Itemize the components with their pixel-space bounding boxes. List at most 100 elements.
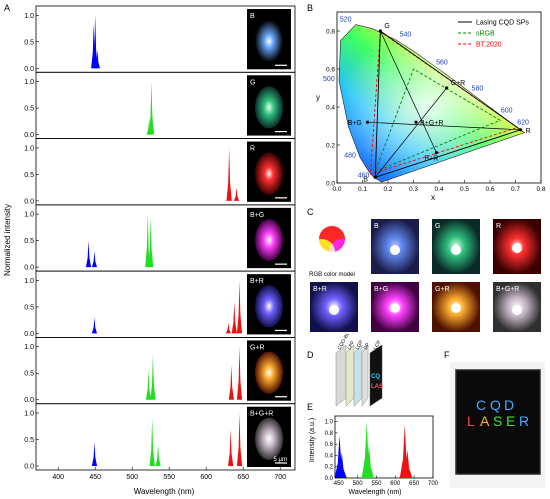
rgb-color-model: RGB color model	[309, 226, 355, 278]
y-tick-label: 0.5	[24, 39, 34, 46]
spectral-peak	[91, 251, 98, 268]
y-tick-label: 1.0	[24, 411, 34, 418]
spectral-peak	[148, 216, 154, 268]
spectrum-subplot-g-r: 0.0 0.5 1.0 G+R	[24, 337, 296, 404]
rgb-model-green-circle	[309, 239, 335, 265]
display-letter-a: A	[480, 413, 490, 429]
spectral-peak	[236, 280, 243, 334]
wavelength-label: 580	[472, 85, 484, 92]
y-tick-label: 0.0	[24, 66, 34, 73]
y-tick-label: 0.5	[24, 106, 34, 113]
spectral-peak	[94, 49, 101, 69]
wavelength-label: 600	[501, 107, 513, 114]
inset-label: G	[250, 79, 255, 86]
y-tick-label: 0.0	[24, 464, 34, 471]
spectral-peak	[402, 449, 413, 478]
x-tick-label: 0.0	[332, 186, 341, 193]
spectral-peak	[228, 428, 234, 466]
x-tick-label: 700	[274, 474, 286, 481]
wavelength-label: 540	[400, 32, 412, 39]
microsphere-image	[254, 152, 284, 195]
chromaticity-point-label: B+G+R	[420, 120, 443, 127]
x-tick-label: 0.1	[358, 186, 367, 193]
wavelength-label: 520	[340, 17, 352, 24]
chromaticity-point	[445, 86, 449, 90]
wavelength-label: 620	[517, 119, 529, 126]
chromaticity-point-label: B+R	[424, 156, 438, 163]
spectrum-subplot-b-g-r: 0.0 0.5 1.0 B+G+R 5 μm	[24, 403, 296, 471]
spectrum-subplot-b-r: 0.0 0.5 1.0 B+R	[24, 270, 296, 338]
y-tick-label: 0.0	[326, 181, 335, 188]
layer-lgp	[353, 344, 363, 407]
layer-lcp	[369, 344, 383, 407]
panel-f-photo: C Q D L A S E R	[450, 362, 545, 488]
screen-text-las: LAS	[371, 384, 383, 390]
layer-label-lgp: LGP	[355, 339, 366, 351]
bt2020-gamut	[369, 30, 519, 175]
inset-label: B+R	[250, 278, 264, 285]
x-tick-label: 550	[163, 474, 175, 481]
microsphere-image	[254, 351, 284, 394]
display-letter-q: Q	[490, 397, 501, 413]
mixing-line	[367, 121, 521, 131]
spectral-peak	[85, 240, 92, 268]
photo-tile-g-r: G+R	[432, 282, 480, 332]
display-letter-r: R	[519, 413, 529, 429]
photo-tile-g-label: G	[435, 223, 440, 230]
chromaticity-point-label: B	[363, 176, 368, 183]
rgb-model-caption: RGB color model	[309, 272, 355, 278]
chromaticity-point	[378, 29, 382, 33]
y-tick-label: 0.5	[24, 238, 34, 245]
legend-entry: sRGB	[476, 31, 495, 38]
srgb-gamut	[374, 68, 502, 173]
display-letter-c: C	[476, 397, 486, 413]
legend-entry: Lasing CQD SPs	[476, 20, 529, 27]
y-tick-label: 0.0	[325, 476, 334, 482]
y-tick-label: 1.0	[24, 145, 34, 152]
display-letter-d: D	[504, 397, 514, 413]
panel-d-device-schematic: CQD-BL LPF LGP DP LCP CQ LAS	[335, 331, 383, 407]
x-tick-label: 600	[390, 481, 401, 487]
x-tick-label: 550	[371, 481, 382, 487]
photo-tile-b-g: B+G	[371, 282, 419, 332]
layer-label-lpf: LPF	[347, 340, 357, 351]
inset-label: B+G+R	[250, 411, 273, 418]
x-tick-label: 0.3	[409, 186, 418, 193]
spectral-peak	[236, 413, 243, 466]
photo-tile-g-r-label: G+R	[435, 286, 450, 293]
spectral-peak	[236, 346, 243, 400]
layer-cqd-bl	[335, 344, 347, 407]
x-tick-label: 0.4	[434, 186, 443, 193]
chromaticity-point	[366, 120, 370, 124]
chromaticity-point	[519, 128, 523, 132]
photo-tile-b-r: B+R	[310, 282, 358, 332]
panel-c-color-images: RGB color model B G R B+R B+G	[309, 219, 541, 332]
y-tick-label: 0.4	[326, 105, 335, 112]
panel-label-b: B	[307, 3, 313, 13]
microsphere-image	[254, 417, 284, 460]
spectrum-subplot-b: 0.0 0.5 1.0 B	[24, 5, 296, 73]
y-tick-label: 1.0	[24, 344, 34, 351]
x-tick-label: 700	[428, 481, 439, 487]
wavelength-label: 560	[436, 59, 448, 66]
wavelength-label: 500	[323, 76, 335, 83]
panel-e-spectrum: 450 500 550 600 650 700 0.0 0.2 0.4 0.6 0.8 1.0	[325, 415, 439, 487]
panel-a-spectra: 0.0 0.5 1.0 B 0.0 0.5 1.0 G 0.0 0.5 1.0 R 0.0 0.5 1.0 B…	[24, 5, 296, 481]
photo-tile-b: B	[371, 219, 419, 274]
lasing-gamut	[374, 30, 522, 178]
panel-a-ylabel: Normalized intensity	[3, 204, 12, 276]
y-tick-label: 0.2	[326, 143, 335, 150]
panel-label-c: C	[307, 207, 314, 217]
scale-bar-label: 5 μm	[274, 457, 287, 463]
layer-label-lcp: LCP	[373, 339, 383, 351]
mixing-line	[374, 87, 447, 178]
x-tick-label: 500	[126, 474, 138, 481]
x-tick-label: 0.7	[511, 186, 520, 193]
spectral-peak	[149, 418, 155, 466]
spectral-peak	[231, 301, 237, 334]
display-panel	[455, 369, 541, 475]
y-tick-label: 0.4	[325, 453, 334, 459]
spectral-peak	[146, 118, 152, 135]
y-tick-label: 1.0	[325, 420, 334, 426]
y-tick-label: 0.8	[325, 431, 334, 437]
